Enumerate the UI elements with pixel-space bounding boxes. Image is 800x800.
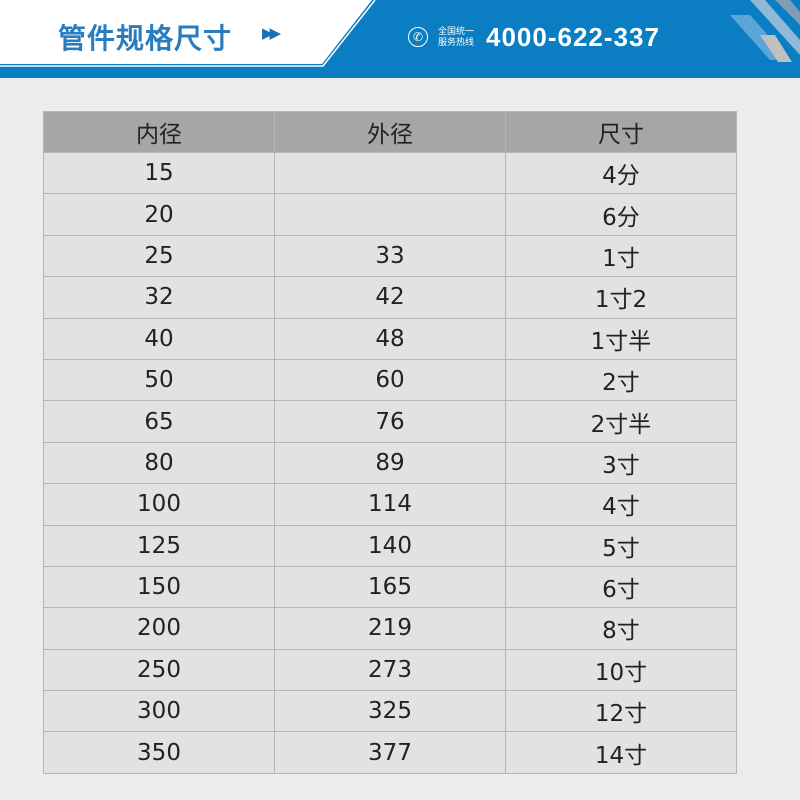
cell-size: 1寸 xyxy=(505,234,737,278)
cell-outer-diameter: 273 xyxy=(274,648,506,692)
table-row: 20 6分 xyxy=(43,193,737,236)
table-row: 15 4分 xyxy=(43,151,737,195)
cell-size: 1寸半 xyxy=(505,317,737,360)
hotline-label: 全国统一 服务热线 xyxy=(438,27,474,49)
table-row: 40 48 1寸半 xyxy=(43,317,737,360)
table-row: 350 377 14寸 xyxy=(43,731,737,774)
cell-size: 3寸 xyxy=(505,441,737,485)
cell-outer-diameter: 42 xyxy=(274,276,506,319)
cell-size: 1寸2 xyxy=(505,276,737,319)
table-row: 32 42 1寸2 xyxy=(43,276,737,319)
column-header-outer-diameter: 外径 xyxy=(274,111,506,153)
cell-outer-diameter: 325 xyxy=(274,690,506,733)
cell-outer-diameter: 165 xyxy=(274,565,506,609)
table-header-row: 内径 外径 尺寸 xyxy=(43,111,737,153)
cell-inner-diameter: 50 xyxy=(43,358,275,402)
cell-inner-diameter: 200 xyxy=(43,607,275,650)
cell-outer-diameter: 377 xyxy=(274,731,506,774)
cell-size: 5寸 xyxy=(505,524,737,567)
hotline-label-line1: 全国统一 xyxy=(438,27,475,37)
cell-outer-diameter xyxy=(274,151,506,195)
cell-inner-diameter: 350 xyxy=(43,731,275,774)
table-row: 200 219 8寸 xyxy=(43,607,737,650)
cell-size: 14寸 xyxy=(505,731,737,774)
table-row: 150 165 6寸 xyxy=(43,565,737,609)
column-header-size: 尺寸 xyxy=(505,111,737,153)
decorative-stripes xyxy=(730,0,800,62)
cell-outer-diameter: 48 xyxy=(274,317,506,360)
hotline-number: 4000-622-337 xyxy=(486,22,660,52)
cell-inner-diameter: 250 xyxy=(43,648,275,692)
cell-outer-diameter: 76 xyxy=(274,400,506,443)
cell-inner-diameter: 100 xyxy=(43,483,275,526)
cell-outer-diameter xyxy=(274,193,506,236)
double-chevron-right-icon: ▶▶ xyxy=(262,24,281,42)
cell-size: 12寸 xyxy=(505,690,737,733)
cell-inner-diameter: 125 xyxy=(43,524,275,567)
cell-inner-diameter: 20 xyxy=(43,193,275,236)
cell-size: 2寸半 xyxy=(505,400,737,443)
table-row: 250 273 10寸 xyxy=(43,648,737,692)
table-row: 65 76 2寸半 xyxy=(43,400,737,443)
cell-size: 2寸 xyxy=(505,358,737,402)
table-row: 100 114 4寸 xyxy=(43,483,737,526)
cell-inner-diameter: 25 xyxy=(43,234,275,278)
pipe-size-table: 内径 外径 尺寸 15 4分 20 6分 25 33 1寸 32 42 1寸2 40 48 1寸半 50 60 2… xyxy=(43,111,737,774)
table-row: 50 60 2寸 xyxy=(43,358,737,402)
page-title: 管件规格尺寸 xyxy=(58,22,233,55)
cell-size: 4分 xyxy=(505,151,737,195)
cell-size: 6分 xyxy=(505,193,737,236)
table-row: 25 33 1寸 xyxy=(43,234,737,278)
cell-outer-diameter: 140 xyxy=(274,524,506,567)
column-header-inner-diameter: 内径 xyxy=(43,111,275,153)
cell-inner-diameter: 32 xyxy=(43,276,275,319)
table-row: 300 325 12寸 xyxy=(43,690,737,733)
cell-size: 8寸 xyxy=(505,607,737,650)
phone-icon: ✆ xyxy=(408,27,428,47)
cell-inner-diameter: 40 xyxy=(43,317,275,360)
hotline-label-line2: 服务热线 xyxy=(438,38,475,48)
cell-size: 6寸 xyxy=(505,565,737,609)
cell-inner-diameter: 65 xyxy=(43,400,275,443)
table-row: 125 140 5寸 xyxy=(43,524,737,567)
header-white-panel xyxy=(0,0,376,67)
cell-size: 10寸 xyxy=(505,648,737,692)
cell-outer-diameter: 60 xyxy=(274,358,506,402)
table-row: 80 89 3寸 xyxy=(43,441,737,485)
cell-outer-diameter: 89 xyxy=(274,441,506,485)
cell-outer-diameter: 114 xyxy=(274,483,506,526)
cell-inner-diameter: 150 xyxy=(43,565,275,609)
cell-outer-diameter: 219 xyxy=(274,607,506,650)
cell-inner-diameter: 80 xyxy=(43,441,275,485)
cell-size: 4寸 xyxy=(505,483,737,526)
cell-inner-diameter: 300 xyxy=(43,690,275,733)
cell-outer-diameter: 33 xyxy=(274,234,506,278)
cell-inner-diameter: 15 xyxy=(43,151,275,195)
